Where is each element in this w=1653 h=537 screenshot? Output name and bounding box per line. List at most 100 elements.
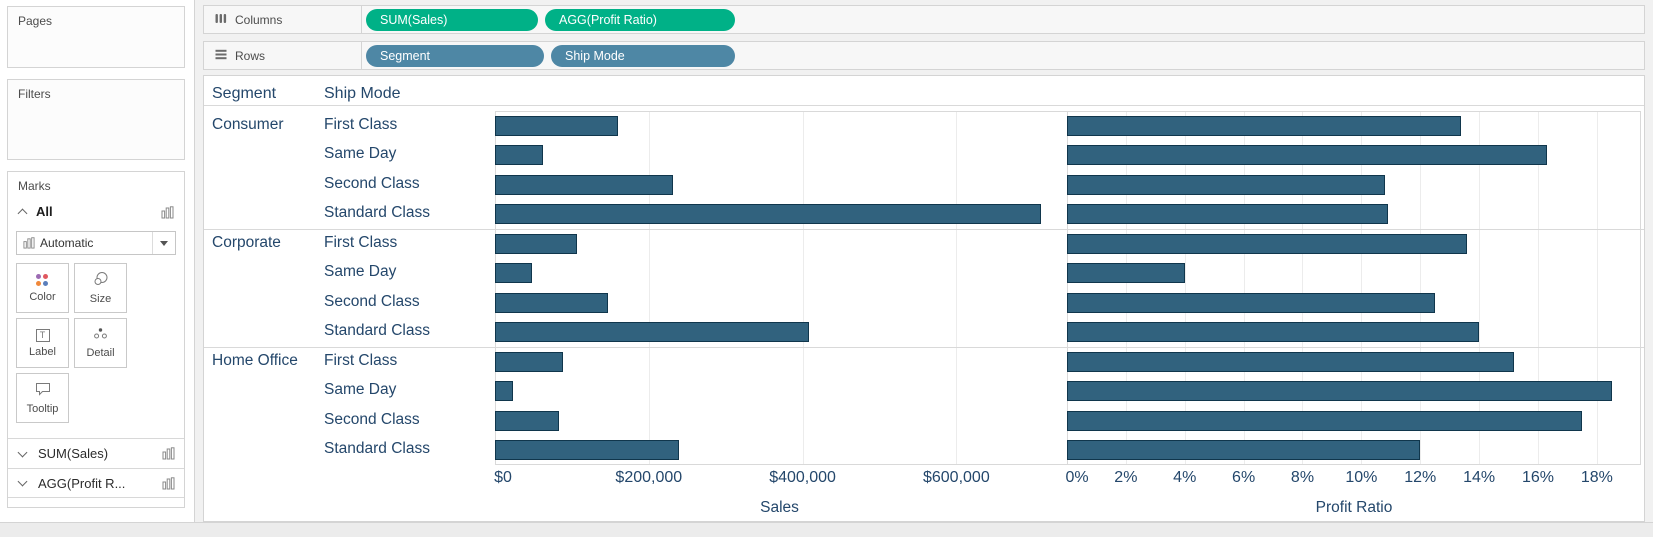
- sales-bar[interactable]: [495, 145, 543, 166]
- profit-axis-tick: 12%: [1404, 469, 1437, 486]
- rows-icon: [215, 49, 227, 63]
- profit-ratio-bar[interactable]: [1067, 174, 1385, 195]
- bar-chart-icon: [162, 447, 175, 460]
- tooltip-button-label: Tooltip: [26, 402, 59, 415]
- sales-bar[interactable]: [495, 351, 563, 372]
- profit-ratio-bar[interactable]: [1067, 115, 1461, 136]
- marks-field-agg-profit[interactable]: AGG(Profit R...: [8, 468, 184, 498]
- header-underline: [204, 105, 1644, 106]
- pill-agg-profit-ratio[interactable]: AGG(Profit Ratio): [545, 8, 735, 31]
- bar-chart-icon: [161, 206, 174, 219]
- rows-shelf-label: Rows: [235, 48, 266, 63]
- ship-mode-row-label[interactable]: First Class: [324, 233, 398, 251]
- sales-axis-title: Sales: [760, 499, 799, 516]
- sales-bar[interactable]: [495, 115, 618, 136]
- ship-mode-row-label[interactable]: Same Day: [324, 263, 397, 281]
- gridline: [1302, 112, 1304, 464]
- chevron-down-icon[interactable]: [17, 447, 28, 457]
- chevron-down-icon: [160, 240, 168, 246]
- ship-mode-row-label[interactable]: Same Day: [324, 145, 397, 163]
- ship-mode-row-label[interactable]: Same Day: [324, 381, 397, 399]
- profit-axis-tick: 16%: [1521, 469, 1554, 486]
- filters-shelf[interactable]: Filters: [7, 79, 185, 160]
- marks-all-label: All: [36, 204, 53, 219]
- pill-ship-mode[interactable]: Ship Mode: [551, 44, 735, 67]
- chart-view: Segment Ship Mode Consumer First Class Sam…: [203, 75, 1645, 522]
- field-label: AGG(Profit R...: [38, 475, 126, 491]
- profit-axis-tick: 0%: [1065, 469, 1089, 486]
- profit-ratio-bar[interactable]: [1067, 233, 1467, 254]
- sales-bar[interactable]: [495, 410, 559, 431]
- pane-divider: [1067, 111, 1068, 465]
- ship-mode-row-label[interactable]: Standard Class: [324, 204, 430, 222]
- segment-group-separator: [204, 347, 1644, 348]
- bar-chart-icon: [162, 476, 175, 490]
- color-button[interactable]: Color: [16, 263, 69, 313]
- ship-mode-row-label[interactable]: First Class: [324, 115, 398, 133]
- mark-type-dropdown[interactable]: Automatic: [16, 231, 176, 255]
- rows-shelf[interactable]: Rows Segment Ship Mode: [203, 41, 1645, 70]
- size-circles-icon: [93, 271, 109, 289]
- segment-column-header[interactable]: Segment: [212, 85, 277, 102]
- ship-mode-row-label[interactable]: Second Class: [324, 292, 420, 310]
- ship-mode-row-label[interactable]: Second Class: [324, 174, 420, 192]
- filters-label: Filters: [18, 87, 51, 101]
- columns-pill-zone: SUM(Sales) AGG(Profit Ratio): [362, 8, 735, 31]
- gridline: [1479, 112, 1481, 464]
- sales-axis-tick: $400,000: [769, 469, 836, 486]
- label-button-label: Label: [29, 345, 56, 358]
- profit-axis-tick: 18%: [1580, 469, 1613, 486]
- ship-mode-row-label[interactable]: Second Class: [324, 410, 420, 428]
- profit-axis-tick: 4%: [1173, 469, 1197, 486]
- pill-sum-sales[interactable]: SUM(Sales): [366, 8, 538, 31]
- marks-label: Marks: [18, 179, 51, 193]
- profit-ratio-bar[interactable]: [1067, 292, 1435, 313]
- pill-segment[interactable]: Segment: [366, 44, 544, 67]
- segment-row-label[interactable]: Home Office: [212, 351, 298, 369]
- left-panel: Pages Filters Marks All Automatic: [0, 0, 195, 522]
- tooltip-button[interactable]: Tooltip: [16, 373, 69, 423]
- sales-bar[interactable]: [495, 322, 809, 343]
- segment-row-label[interactable]: Consumer: [212, 115, 284, 133]
- ship-mode-row-label[interactable]: Standard Class: [324, 440, 430, 458]
- sales-axis-tick: $0: [494, 469, 512, 486]
- sales-bar[interactable]: [495, 381, 513, 402]
- sales-bar[interactable]: [495, 263, 532, 284]
- sales-bar[interactable]: [495, 440, 679, 461]
- sales-bar[interactable]: [495, 292, 608, 313]
- sales-bar[interactable]: [495, 204, 1041, 225]
- columns-shelf-label: Columns: [235, 12, 283, 27]
- profit-ratio-bar[interactable]: [1067, 145, 1547, 166]
- segment-row-label[interactable]: Corporate: [212, 233, 281, 251]
- label-button[interactable]: T Label: [16, 318, 69, 368]
- sales-axis-tick: $200,000: [615, 469, 683, 486]
- pages-shelf[interactable]: Pages: [7, 6, 185, 68]
- ship-mode-row-label[interactable]: Standard Class: [324, 322, 430, 340]
- profit-ratio-bar[interactable]: [1067, 440, 1420, 461]
- profit-ratio-bar[interactable]: [1067, 263, 1185, 284]
- pane-frame: [495, 111, 1641, 465]
- columns-shelf[interactable]: Columns SUM(Sales) AGG(Profit Ratio): [203, 5, 1645, 34]
- label-t-icon: T: [35, 328, 50, 342]
- profit-ratio-bar[interactable]: [1067, 204, 1388, 225]
- profit-ratio-bar[interactable]: [1067, 322, 1479, 343]
- profit-ratio-bar[interactable]: [1067, 351, 1514, 372]
- marks-field-sum-sales[interactable]: SUM(Sales): [8, 438, 184, 468]
- sales-bar[interactable]: [495, 174, 673, 195]
- size-button[interactable]: Size: [74, 263, 127, 313]
- profit-ratio-bar[interactable]: [1067, 381, 1612, 402]
- sales-bar[interactable]: [495, 233, 577, 254]
- collapse-caret-icon[interactable]: [17, 208, 28, 219]
- ship-mode-row-label[interactable]: First Class: [324, 351, 398, 369]
- color-dots-icon: [35, 273, 51, 287]
- dropdown-arrow-zone[interactable]: [152, 232, 175, 254]
- chevron-down-icon[interactable]: [17, 476, 28, 487]
- profit-ratio-bar[interactable]: [1067, 410, 1582, 431]
- profit-axis-tick: 14%: [1463, 469, 1496, 486]
- marks-all-header[interactable]: All: [8, 201, 184, 225]
- gridline: [1184, 112, 1186, 464]
- detail-button[interactable]: Detail: [74, 318, 127, 368]
- columns-shelf-header: Columns: [204, 6, 362, 33]
- ship-mode-column-header[interactable]: Ship Mode: [324, 85, 401, 102]
